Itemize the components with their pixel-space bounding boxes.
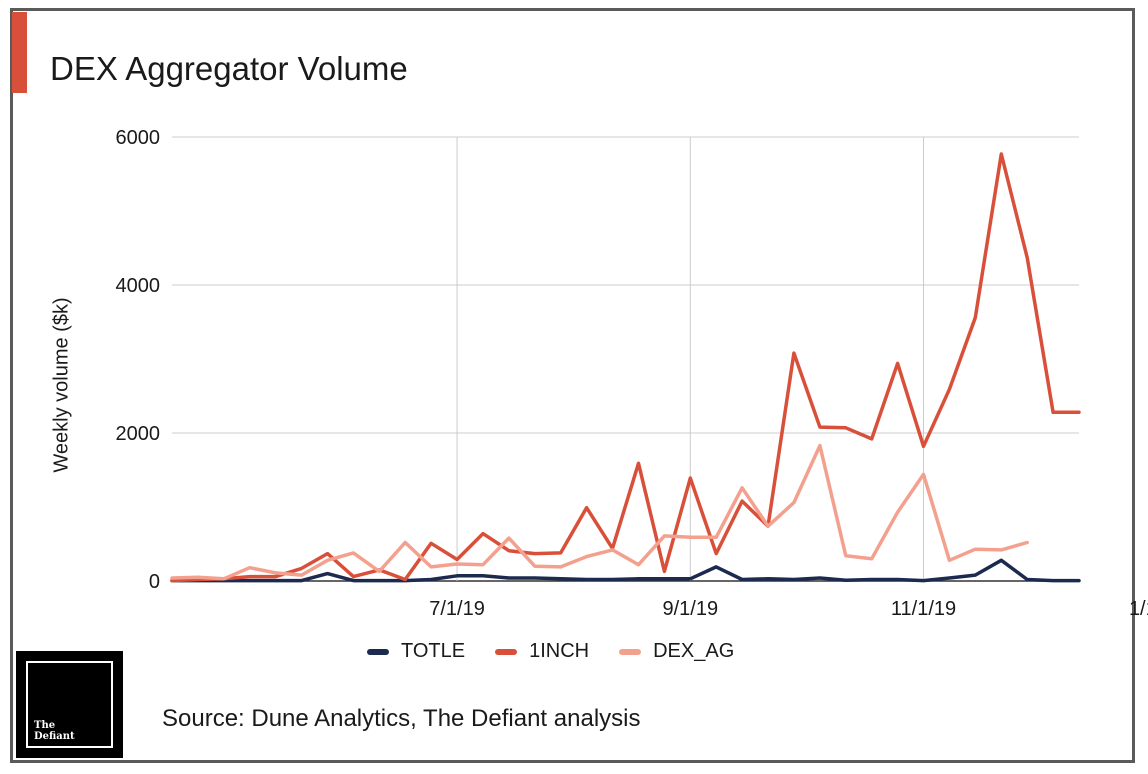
x-tick-label: 9/1/19 [662, 598, 718, 620]
series-line-1inch [170, 152, 1081, 583]
legend-item-1inch: 1INCH [495, 640, 589, 663]
logo-wordmark: The Defiant [34, 720, 75, 742]
logo-frame: The Defiant [26, 661, 113, 748]
y-tick-label: 4000 [116, 275, 161, 297]
x-tick-label: 7/1/19 [429, 598, 485, 620]
legend-swatch [619, 648, 642, 655]
legend-label: TOTLE [401, 640, 466, 662]
chart-title: DEX Aggregator Volume [50, 50, 408, 87]
y-axis-label: Weekly volume ($k) [50, 297, 73, 473]
chart-frame [10, 8, 1135, 763]
chart-legend: TOTLE 1INCH DEX_AG [367, 640, 734, 663]
series-line-totle [170, 558, 1081, 583]
source-note: Source: Dune Analytics, The Defiant anal… [162, 705, 641, 732]
legend-label: DEX_AG [653, 640, 735, 662]
the-defiant-logo: The Defiant [16, 651, 123, 758]
y-tick-label: 0 [149, 571, 160, 593]
series-line-dex-ag [170, 443, 1029, 581]
title-accent-bar [12, 12, 27, 93]
x-tick-label: 1/1/20 [1129, 598, 1148, 620]
legend-item-dex-ag: DEX_AG [619, 640, 734, 663]
legend-label: 1INCH [529, 640, 590, 662]
y-tick-label: 2000 [116, 423, 161, 445]
legend-swatch [367, 648, 389, 655]
legend-swatch [495, 648, 518, 655]
legend-item-totle: TOTLE [367, 640, 465, 663]
y-tick-label: 6000 [116, 127, 161, 149]
x-tick-label: 11/1/19 [891, 598, 956, 620]
